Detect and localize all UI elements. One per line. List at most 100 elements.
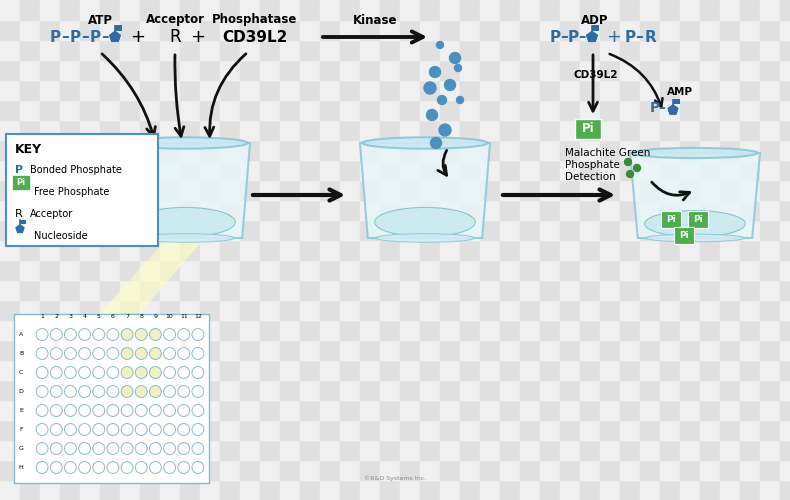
Bar	[600, 20, 620, 40]
Bar	[580, 480, 600, 500]
Bar	[200, 100, 220, 120]
Bar	[700, 80, 720, 100]
Bar	[540, 280, 560, 300]
Bar	[400, 380, 420, 400]
Bar	[580, 400, 600, 420]
Bar	[640, 140, 660, 160]
Bar	[180, 180, 200, 200]
Bar	[680, 140, 700, 160]
Bar	[400, 120, 420, 140]
Bar	[0, 180, 20, 200]
Bar	[340, 300, 360, 320]
Bar	[760, 300, 780, 320]
Bar	[120, 240, 140, 260]
Bar	[720, 460, 740, 480]
Bar	[20, 340, 40, 360]
Bar	[580, 100, 600, 120]
Bar	[0, 460, 20, 480]
Bar	[100, 260, 120, 280]
Bar	[280, 180, 300, 200]
Bar	[380, 400, 400, 420]
Bar	[300, 480, 320, 500]
Bar	[760, 20, 780, 40]
Bar	[320, 360, 340, 380]
Bar	[680, 200, 700, 220]
Bar	[380, 80, 400, 100]
Bar	[60, 100, 80, 120]
Bar	[220, 320, 240, 340]
Text: 9: 9	[153, 314, 157, 319]
Bar	[760, 200, 780, 220]
Circle shape	[427, 110, 438, 120]
Bar	[220, 300, 240, 320]
Bar	[180, 480, 200, 500]
Bar	[60, 180, 80, 200]
Bar	[780, 280, 790, 300]
Circle shape	[192, 328, 204, 340]
Bar	[780, 160, 790, 180]
Circle shape	[178, 328, 190, 340]
Bar	[680, 300, 700, 320]
Bar	[640, 300, 660, 320]
Bar	[380, 360, 400, 380]
Bar	[620, 60, 640, 80]
Bar	[260, 400, 280, 420]
Text: +: +	[607, 28, 622, 46]
Bar	[40, 20, 60, 40]
Bar	[500, 160, 520, 180]
Bar	[560, 60, 580, 80]
Bar	[640, 200, 660, 220]
Bar	[660, 140, 680, 160]
Bar	[520, 40, 540, 60]
Bar	[320, 0, 340, 20]
Bar	[560, 360, 580, 380]
Bar	[360, 380, 380, 400]
Bar	[500, 420, 520, 440]
Bar	[440, 100, 460, 120]
Bar	[440, 420, 460, 440]
Bar	[540, 0, 560, 20]
Bar	[720, 400, 740, 420]
Bar	[220, 200, 240, 220]
Bar	[720, 220, 740, 240]
Bar	[240, 300, 260, 320]
Bar	[120, 200, 140, 220]
Bar	[180, 340, 200, 360]
Bar	[40, 460, 60, 480]
Text: ©R&D Systems Inc.: ©R&D Systems Inc.	[364, 475, 426, 481]
Bar	[140, 100, 160, 120]
Bar	[540, 200, 560, 220]
Bar	[680, 340, 700, 360]
Text: Phosphatase: Phosphatase	[213, 14, 298, 26]
Bar	[720, 280, 740, 300]
Bar	[540, 300, 560, 320]
Circle shape	[107, 424, 118, 436]
Bar	[280, 240, 300, 260]
Bar	[360, 0, 380, 20]
Bar	[460, 20, 480, 40]
Bar	[0, 140, 20, 160]
Bar	[460, 400, 480, 420]
Bar	[580, 460, 600, 480]
Bar	[280, 80, 300, 100]
Bar	[780, 180, 790, 200]
Text: P: P	[549, 30, 561, 44]
Bar	[500, 200, 520, 220]
Bar	[440, 380, 460, 400]
Bar	[740, 280, 760, 300]
Bar	[540, 140, 560, 160]
Bar	[540, 180, 560, 200]
Bar	[640, 420, 660, 440]
Bar	[360, 360, 380, 380]
Bar	[180, 260, 200, 280]
Circle shape	[178, 366, 190, 378]
Circle shape	[65, 366, 77, 378]
Bar	[260, 320, 280, 340]
Bar	[560, 220, 580, 240]
Text: G: G	[18, 446, 24, 451]
Circle shape	[121, 366, 133, 378]
Bar	[760, 400, 780, 420]
Bar	[740, 20, 760, 40]
Bar	[500, 260, 520, 280]
Bar	[500, 140, 520, 160]
